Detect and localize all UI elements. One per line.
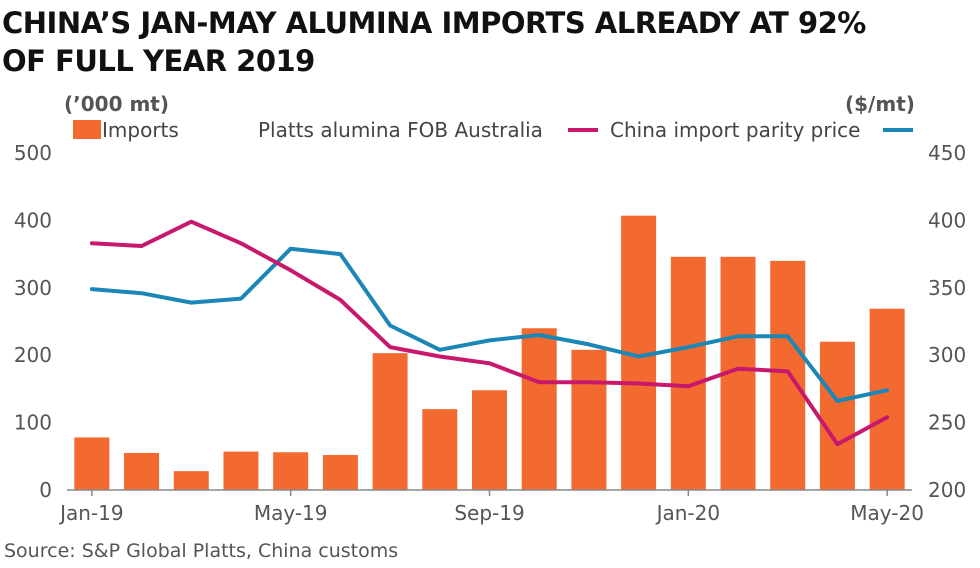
- left-axis-tick-label: 400: [14, 208, 52, 232]
- right-axis-tick-label: 400: [928, 208, 966, 232]
- imports-bar: [770, 260, 806, 490]
- imports-bar: [372, 353, 408, 490]
- right-axis-tick-label: 250: [928, 411, 966, 435]
- imports-bar: [819, 341, 855, 490]
- left-axis-tick-label: 0: [39, 478, 52, 502]
- left-axis-tick-label: 300: [14, 276, 52, 300]
- x-axis-tick-label: May-20: [850, 501, 924, 525]
- parity-price-line: [89, 246, 890, 403]
- chart-title: CHINA’S JAN-MAY ALUMINA IMPORTS ALREADY …: [2, 4, 866, 80]
- legend-imports-label: Imports: [102, 118, 179, 142]
- imports-bar: [869, 308, 905, 490]
- right-axis-tick-label: 200: [928, 478, 966, 502]
- x-axis-tick-label: May-19: [254, 501, 328, 525]
- legend-parity-swatch: [883, 128, 913, 132]
- legend-fob-swatch: [568, 128, 598, 132]
- left-axis-tick-label: 100: [14, 411, 52, 435]
- x-axis-tick-label: Jan-20: [655, 501, 721, 525]
- right-axis-tick-label: 300: [928, 343, 966, 367]
- imports-bar: [670, 256, 706, 490]
- x-axis-tick-label: Jan-19: [58, 501, 124, 525]
- imports-bar: [472, 390, 507, 490]
- right-axis-tick-label: 450: [928, 141, 966, 165]
- right-axis-unit: ($/mt): [845, 92, 915, 116]
- left-axis-unit: (’000 mt): [64, 92, 169, 116]
- x-axis-tick-label: Sep-19: [454, 501, 524, 525]
- imports-bar: [173, 471, 209, 490]
- imports-bar: [571, 349, 607, 490]
- imports-bar: [322, 454, 358, 490]
- imports-bar: [422, 409, 458, 490]
- imports-bar: [273, 452, 309, 490]
- imports-bar: [124, 452, 160, 490]
- fob-australia-line: [89, 219, 890, 447]
- legend-parity-label: China import parity price: [610, 118, 861, 142]
- legend-imports-swatch: [73, 120, 101, 139]
- legend-fob-label: Platts alumina FOB Australia: [258, 118, 543, 142]
- chart-title-line-2: OF FULL YEAR 2019: [2, 44, 315, 78]
- left-axis-tick-label: 500: [14, 141, 52, 165]
- source-note: Source: S&P Global Platts, China customs: [4, 540, 399, 562]
- left-axis-tick-label: 200: [14, 343, 52, 367]
- imports-bar: [223, 451, 259, 490]
- imports-bar: [74, 437, 110, 490]
- chart-title-line-1: CHINA’S JAN-MAY ALUMINA IMPORTS ALREADY …: [2, 6, 866, 40]
- imports-bar: [521, 328, 557, 490]
- right-axis-tick-label: 350: [928, 276, 966, 300]
